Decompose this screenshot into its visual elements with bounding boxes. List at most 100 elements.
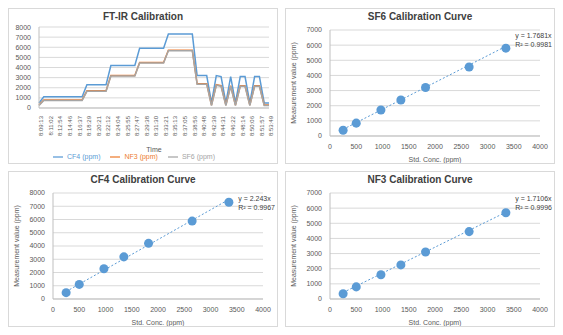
svg-text:3000: 3000: [15, 74, 31, 81]
svg-text:8:11:02: 8:11:02: [48, 115, 54, 135]
svg-text:8:51:57: 8:51:57: [259, 115, 265, 136]
svg-text:1000: 1000: [29, 282, 45, 289]
svg-text:7000: 7000: [306, 189, 322, 196]
svg-text:7000: 7000: [306, 26, 322, 33]
svg-text:1000: 1000: [98, 306, 114, 313]
svg-text:2000: 2000: [150, 306, 166, 313]
svg-text:8:16:37: 8:16:37: [77, 115, 83, 136]
svg-text:8:33:21: 8:33:21: [163, 115, 169, 136]
svg-text:0: 0: [328, 143, 332, 150]
svg-text:1500: 1500: [124, 306, 140, 313]
svg-text:6000: 6000: [306, 205, 322, 212]
svg-text:2000: 2000: [427, 143, 443, 150]
html-text:CF4 Calibration Curve: CF4 Calibration Curve: [90, 174, 196, 185]
svg-text:2500: 2500: [176, 306, 192, 313]
svg-text:Std. Conc. (ppm): Std. Conc. (ppm): [409, 156, 462, 164]
svg-text:4000: 4000: [306, 72, 322, 79]
svg-text:500: 500: [350, 306, 362, 313]
svg-text:5000: 5000: [306, 220, 322, 227]
svg-text:500: 500: [73, 306, 85, 313]
svg-text:3000: 3000: [203, 306, 219, 313]
svg-text:3500: 3500: [506, 143, 522, 150]
svg-text:8000: 8000: [29, 189, 45, 196]
svg-text:0: 0: [51, 306, 55, 313]
svg-text:8:09:13: 8:09:13: [38, 115, 44, 136]
svg-text:1000: 1000: [306, 117, 322, 124]
svg-text:3500: 3500: [229, 306, 245, 313]
html-text:SF6 (ppm): SF6 (ppm): [181, 152, 215, 160]
svg-text:3000: 3000: [29, 256, 45, 263]
svg-text:8:22:12: 8:22:12: [105, 115, 111, 136]
svg-text:6000: 6000: [15, 44, 31, 51]
svg-text:5000: 5000: [29, 229, 45, 236]
svg-text:1000: 1000: [375, 143, 391, 150]
svg-text:4000: 4000: [532, 143, 548, 150]
svg-text:8000: 8000: [15, 24, 31, 30]
svg-text:2000: 2000: [427, 306, 443, 313]
svg-text:4000: 4000: [29, 242, 45, 249]
svg-text:8:14:46: 8:14:46: [67, 115, 73, 136]
svg-text:8:12:54: 8:12:54: [57, 115, 63, 136]
svg-text:0: 0: [318, 295, 322, 302]
svg-text:2000: 2000: [306, 102, 322, 109]
svg-text:3000: 3000: [306, 87, 322, 94]
svg-text:8:50:06: 8:50:06: [249, 115, 255, 136]
html-text:SF6 Calibration Curve: SF6 Calibration Curve: [367, 11, 473, 22]
svg-text:0: 0: [328, 306, 332, 313]
svg-text:2000: 2000: [15, 84, 31, 91]
svg-text:8:37:05: 8:37:05: [182, 115, 188, 136]
svg-text:Measurement value (ppm): Measurement value (ppm): [13, 205, 21, 287]
svg-text:8:40:48: 8:40:48: [201, 115, 207, 136]
svg-text:5000: 5000: [15, 54, 31, 61]
svg-text:8:27:47: 8:27:47: [134, 115, 140, 136]
svg-text:8:20:21: 8:20:21: [96, 115, 102, 136]
svg-text:2000: 2000: [306, 265, 322, 272]
svg-text:Std. Conc. (ppm): Std. Conc. (ppm): [132, 319, 185, 327]
svg-text:8:46:22: 8:46:22: [230, 115, 236, 136]
svg-text:8:25:55: 8:25:55: [125, 115, 131, 136]
svg-text:1000: 1000: [375, 306, 391, 313]
svg-text:3500: 3500: [506, 306, 522, 313]
svg-text:7000: 7000: [29, 203, 45, 210]
svg-text:8:53:49: 8:53:49: [268, 115, 274, 136]
svg-text:3000: 3000: [306, 250, 322, 257]
svg-text:1000: 1000: [15, 94, 31, 101]
svg-text:4000: 4000: [306, 235, 322, 242]
svg-text:0: 0: [41, 295, 45, 302]
svg-text:4000: 4000: [255, 306, 271, 313]
svg-text:2000: 2000: [29, 269, 45, 276]
svg-text:8:38:56: 8:38:56: [192, 115, 198, 136]
html-text:NF3 Calibration Curve: NF3 Calibration Curve: [367, 174, 473, 185]
svg-text:Time: Time: [146, 146, 161, 153]
svg-text:6000: 6000: [29, 216, 45, 223]
svg-text:2500: 2500: [453, 143, 469, 150]
svg-text:4000: 4000: [532, 306, 548, 313]
svg-text:8:24:04: 8:24:04: [115, 115, 121, 136]
svg-text:8:44:31: 8:44:31: [220, 115, 226, 136]
svg-text:8:35:13: 8:35:13: [172, 115, 178, 136]
svg-text:1500: 1500: [401, 306, 417, 313]
svg-text:500: 500: [350, 143, 362, 150]
svg-text:8:31:30: 8:31:30: [153, 115, 159, 136]
svg-text:7000: 7000: [15, 34, 31, 41]
svg-text:Measurement value (ppm): Measurement value (ppm): [290, 205, 298, 287]
svg-text:0: 0: [318, 132, 322, 139]
svg-text:1000: 1000: [306, 280, 322, 287]
svg-text:4000: 4000: [15, 64, 31, 71]
svg-text:3000: 3000: [480, 143, 496, 150]
svg-text:8:29:38: 8:29:38: [144, 115, 150, 136]
svg-text:2500: 2500: [453, 306, 469, 313]
svg-text:5000: 5000: [306, 57, 322, 64]
svg-text:Measurement value (ppm): Measurement value (ppm): [290, 42, 298, 124]
html-text:CF4 (ppm): CF4 (ppm): [67, 152, 101, 160]
svg-text:3000: 3000: [480, 306, 496, 313]
html-text:FT-IR Calibration: FT-IR Calibration: [103, 11, 183, 22]
svg-text:6000: 6000: [306, 42, 322, 49]
svg-text:1500: 1500: [401, 143, 417, 150]
svg-text:8:18:29: 8:18:29: [86, 115, 92, 136]
svg-text:Std. Conc. (ppm): Std. Conc. (ppm): [409, 319, 462, 327]
svg-text:8:42:39: 8:42:39: [211, 115, 217, 136]
svg-text:8:48:14: 8:48:14: [240, 115, 246, 136]
html-text:NF3 (ppm): NF3 (ppm): [124, 152, 158, 160]
svg-text:0: 0: [27, 104, 31, 111]
